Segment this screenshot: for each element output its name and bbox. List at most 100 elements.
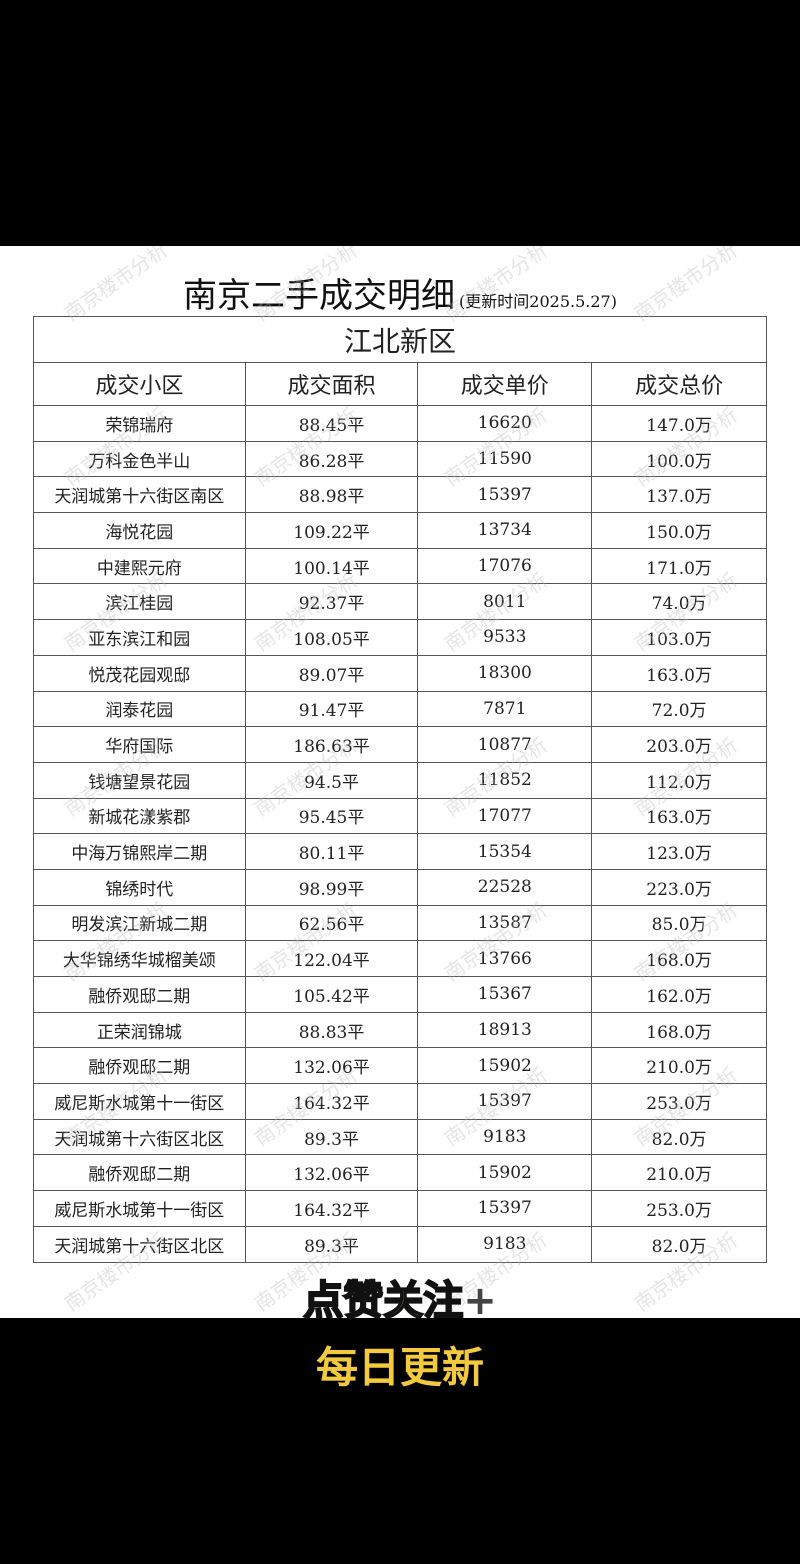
total-price-cell: 171.0万 xyxy=(591,547,767,585)
area-cell: 132.06平 xyxy=(244,1154,419,1192)
total-price-cell: 253.0万 xyxy=(591,1190,767,1227)
total-price-cell: 223.0万 xyxy=(591,868,767,906)
community-cell: 融侨观邸二期 xyxy=(33,1047,246,1085)
total-price-cell: 112.0万 xyxy=(591,761,767,799)
spreadsheet-image: 南京二手成交明细 (更新时间2025.5.27) 江北新区 成交小区 成交面积 成交单… xyxy=(0,246,800,1318)
unit-price-cell: 11590 xyxy=(417,440,593,478)
total-price-cell: 82.0万 xyxy=(591,1118,767,1156)
community-cell: 天润城第十六街区北区 xyxy=(33,1225,246,1263)
unit-price-cell: 8011 xyxy=(417,583,593,621)
table-row: 明发滨江新城二期 62.56平 13587 85.0万 xyxy=(33,904,767,942)
community-cell: 融侨观邸二期 xyxy=(33,976,246,1013)
community-cell: 润泰花园 xyxy=(33,690,246,728)
table-row: 威尼斯水城第十一街区 164.32平 15397 253.0万 xyxy=(33,1190,767,1227)
area-cell: 132.06平 xyxy=(244,1047,419,1085)
community-cell: 新城花漾紫郡 xyxy=(33,797,246,835)
area-cell: 88.98平 xyxy=(244,476,419,514)
area-cell: 98.99平 xyxy=(244,868,419,906)
unit-price-cell: 18913 xyxy=(417,1011,593,1049)
total-price-cell: 210.0万 xyxy=(591,1047,767,1085)
total-price-cell: 150.0万 xyxy=(591,512,767,549)
title-text: 南京二手成交明细 xyxy=(183,276,456,316)
table-row: 亚东滨江和园 108.05平 9533 103.0万 xyxy=(33,619,767,656)
area-cell: 186.63平 xyxy=(244,726,419,763)
table-row: 威尼斯水城第十一街区 164.32平 15397 253.0万 xyxy=(33,1083,767,1120)
unit-price-cell: 15397 xyxy=(417,476,593,514)
column-header: 成交面积 xyxy=(244,362,419,406)
community-cell: 中建熙元府 xyxy=(33,547,246,585)
area-cell: 94.5平 xyxy=(244,761,419,799)
total-price-cell: 203.0万 xyxy=(591,726,767,763)
unit-price-cell: 22528 xyxy=(417,868,593,906)
unit-price-cell: 15397 xyxy=(417,1190,593,1227)
table-row: 天润城第十六街区南区 88.98平 15397 137.0万 xyxy=(33,476,767,514)
total-price-cell: 85.0万 xyxy=(591,904,767,942)
total-price-cell: 147.0万 xyxy=(591,405,767,442)
area-cell: 86.28平 xyxy=(244,440,419,478)
unit-price-cell: 15397 xyxy=(417,1083,593,1120)
unit-price-cell: 18300 xyxy=(417,654,593,692)
table-row: 滨江桂园 92.37平 8011 74.0万 xyxy=(33,583,767,621)
total-price-cell: 168.0万 xyxy=(591,1011,767,1049)
table-row: 悦茂花园观邸 89.07平 18300 163.0万 xyxy=(33,654,767,692)
total-price-cell: 163.0万 xyxy=(591,654,767,692)
area-cell: 91.47平 xyxy=(244,690,419,728)
community-cell: 天润城第十六街区南区 xyxy=(33,476,246,514)
column-header: 成交小区 xyxy=(33,362,246,406)
like-follow-text: 点赞关注 xyxy=(302,1277,464,1325)
unit-price-cell: 13587 xyxy=(417,904,593,942)
community-cell: 融侨观邸二期 xyxy=(33,1154,246,1192)
district-header: 江北新区 xyxy=(33,316,767,363)
table-row: 海悦花园 109.22平 13734 150.0万 xyxy=(33,512,767,549)
table-row: 万科金色半山 86.28平 11590 100.0万 xyxy=(33,440,767,478)
community-cell: 荣锦瑞府 xyxy=(33,405,246,442)
table-row: 锦绣时代 98.99平 22528 223.0万 xyxy=(33,868,767,906)
total-price-cell: 123.0万 xyxy=(591,833,767,870)
table-row: 大华锦绣华城榴美颂 122.04平 13766 168.0万 xyxy=(33,940,767,977)
total-price-cell: 162.0万 xyxy=(591,976,767,1013)
unit-price-cell: 9533 xyxy=(417,619,593,656)
total-price-cell: 253.0万 xyxy=(591,1083,767,1120)
table-row: 润泰花园 91.47平 7871 72.0万 xyxy=(33,690,767,728)
area-cell: 164.32平 xyxy=(244,1083,419,1120)
area-cell: 164.32平 xyxy=(244,1190,419,1227)
unit-price-cell: 13734 xyxy=(417,512,593,549)
community-cell: 明发滨江新城二期 xyxy=(33,904,246,942)
area-cell: 80.11平 xyxy=(244,833,419,870)
table-row: 融侨观邸二期 132.06平 15902 210.0万 xyxy=(33,1154,767,1192)
area-cell: 89.3平 xyxy=(244,1118,419,1156)
unit-price-cell: 15902 xyxy=(417,1154,593,1192)
area-cell: 62.56平 xyxy=(244,904,419,942)
unit-price-cell: 7871 xyxy=(417,690,593,728)
table-row: 中建熙元府 100.14平 17076 171.0万 xyxy=(33,547,767,585)
total-price-cell: 163.0万 xyxy=(591,797,767,835)
community-cell: 悦茂花园观邸 xyxy=(33,654,246,692)
table-row: 新城花漾紫郡 95.45平 17077 163.0万 xyxy=(33,797,767,835)
area-cell: 92.37平 xyxy=(244,583,419,621)
area-cell: 89.07平 xyxy=(244,654,419,692)
like-follow-caption: 点赞关注+ xyxy=(0,1268,800,1326)
table-row: 融侨观邸二期 132.06平 15902 210.0万 xyxy=(33,1047,767,1085)
unit-price-cell: 16620 xyxy=(417,405,593,442)
area-cell: 108.05平 xyxy=(244,619,419,656)
total-price-cell: 82.0万 xyxy=(591,1225,767,1263)
area-cell: 88.83平 xyxy=(244,1011,419,1049)
area-cell: 105.42平 xyxy=(244,976,419,1013)
transactions-table: 江北新区 成交小区 成交面积 成交单价 成交总价 荣锦瑞府 88.45平 16620 147… xyxy=(33,316,767,1263)
area-cell: 109.22平 xyxy=(244,512,419,549)
area-cell: 100.14平 xyxy=(244,547,419,585)
community-cell: 正荣润锦城 xyxy=(33,1011,246,1049)
community-cell: 亚东滨江和园 xyxy=(33,619,246,656)
total-price-cell: 210.0万 xyxy=(591,1154,767,1192)
table-row: 钱塘望景花园 94.5平 11852 112.0万 xyxy=(33,761,767,799)
unit-price-cell: 17076 xyxy=(417,547,593,585)
community-cell: 万科金色半山 xyxy=(33,440,246,478)
table-row: 华府国际 186.63平 10877 203.0万 xyxy=(33,726,767,763)
unit-price-cell: 15354 xyxy=(417,833,593,870)
area-cell: 95.45平 xyxy=(244,797,419,835)
community-cell: 滨江桂园 xyxy=(33,583,246,621)
unit-price-cell: 9183 xyxy=(417,1118,593,1156)
page-title: 南京二手成交明细 (更新时间2025.5.27) xyxy=(0,268,800,317)
table-row: 正荣润锦城 88.83平 18913 168.0万 xyxy=(33,1011,767,1049)
total-price-cell: 103.0万 xyxy=(591,619,767,656)
